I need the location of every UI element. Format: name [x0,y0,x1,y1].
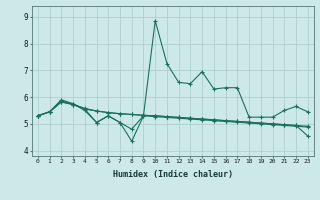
X-axis label: Humidex (Indice chaleur): Humidex (Indice chaleur) [113,170,233,179]
